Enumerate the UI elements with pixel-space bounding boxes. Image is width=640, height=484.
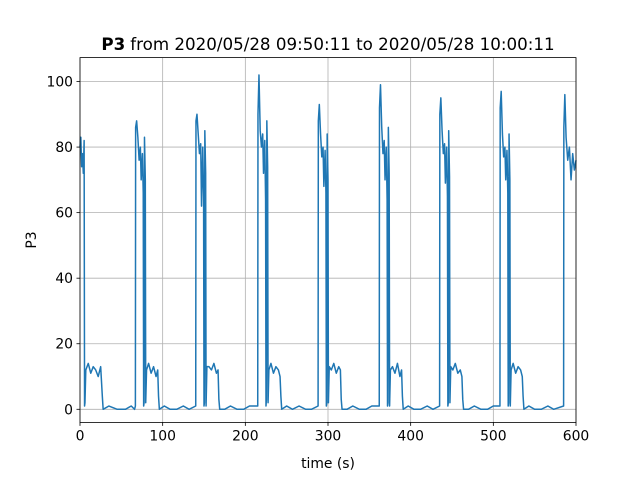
y-tick-label: 80 bbox=[55, 140, 73, 156]
y-tick-label: 40 bbox=[55, 271, 73, 287]
x-tick-label: 0 bbox=[76, 428, 85, 444]
x-tick-label: 500 bbox=[480, 428, 507, 444]
title-rest: from 2020/05/28 09:50:11 to 2020/05/28 1… bbox=[130, 34, 554, 54]
x-tick-label: 200 bbox=[232, 428, 259, 444]
x-tick-label: 300 bbox=[315, 428, 342, 444]
x-tick-label: 600 bbox=[563, 428, 590, 444]
x-tick-label: 100 bbox=[149, 428, 176, 444]
y-tick-label: 60 bbox=[55, 206, 73, 222]
y-axis-label: P3 bbox=[24, 231, 40, 248]
x-axis-label: time (s) bbox=[301, 456, 355, 472]
x-tick-label: 400 bbox=[397, 428, 424, 444]
axes-frame bbox=[79, 57, 577, 423]
y-tick-label: 20 bbox=[55, 337, 73, 353]
y-tick-label: 0 bbox=[64, 402, 73, 418]
title-bold: P3 bbox=[101, 34, 125, 54]
y-tick-label: 100 bbox=[46, 75, 73, 91]
chart-title: P3 from 2020/05/28 09:50:11 to 2020/05/28… bbox=[101, 34, 554, 54]
data-line bbox=[79, 74, 577, 411]
